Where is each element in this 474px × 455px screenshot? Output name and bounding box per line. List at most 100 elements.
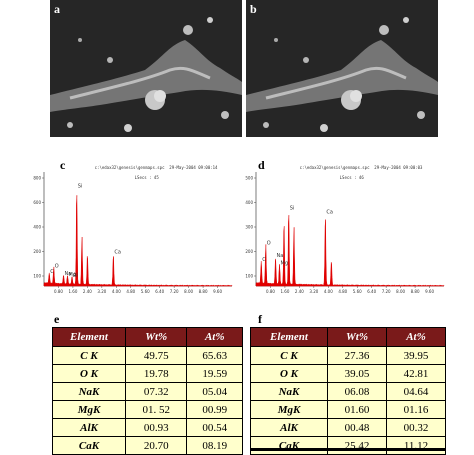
wt-cell: 20.70	[124, 436, 188, 455]
eds-spectrum-d: c:\edax32\genesis\genmaps.spc 29-May-200…	[242, 158, 452, 298]
element-cell: CaK	[250, 436, 328, 455]
at-cell: 00.32	[386, 418, 446, 437]
element-cell: NaK	[250, 382, 328, 401]
x-tick-label: 4.00	[112, 289, 121, 294]
peak-label: C	[262, 257, 266, 263]
element-cell: AlK	[52, 418, 126, 437]
x-tick-label: 9.60	[425, 289, 434, 294]
at-cell: 04.64	[386, 382, 446, 401]
x-tick-label: 3.20	[97, 289, 106, 294]
column-header-element: Element	[52, 327, 126, 347]
panel-label-c: c	[60, 158, 66, 172]
spectrum-plot-d: 500 400 300 200 100 0.80 1.60 2.40 3.20 4.00 4.80 5…	[245, 172, 445, 294]
spectrum-header-line2-d: LSecs : 46	[339, 175, 364, 180]
spectrum-header-c: c:\edax32\genesis\genmaps.spc 29-May-200…	[85, 160, 218, 185]
sem-micrograph-b	[246, 0, 438, 137]
at-cell: 01.16	[386, 400, 446, 419]
x-tick-label: 0.80	[54, 289, 63, 294]
y-tick-label: 100	[245, 274, 253, 279]
wt-cell: 27.36	[327, 346, 387, 365]
spectrum-header-line1-c: c:\edax32\genesis\genmaps.spc 29-May-200…	[94, 165, 218, 170]
spectrum-header-d: c:\edax32\genesis\genmaps.spc 29-May-200…	[290, 160, 423, 185]
wt-cell: 39.05	[327, 364, 387, 383]
table-header-row: Element Wt% At%	[52, 327, 243, 347]
x-tick-label: 7.20	[382, 289, 391, 294]
x-tick-label: 4.80	[126, 289, 135, 294]
at-cell: 39.95	[386, 346, 446, 365]
element-cell: NaK	[52, 382, 126, 401]
eds-spectrum-c: c:\edax32\genesis\genmaps.spc 29-May-200…	[30, 158, 240, 298]
element-cell: AlK	[250, 418, 328, 437]
column-header-wt: Wt%	[327, 327, 387, 347]
y-tick-label: 400	[33, 225, 41, 230]
peak-label: Mg	[281, 260, 289, 266]
table-bottom-rule	[250, 448, 446, 451]
y-tick-label: 200	[33, 249, 41, 254]
table-row: AlK 00.93 00.54	[52, 418, 243, 437]
sem-image-b: b	[246, 0, 438, 137]
table-row: NaK 06.08 04.64	[250, 382, 446, 401]
wt-cell: 25.42	[327, 436, 387, 455]
y-tick-label: 400	[245, 200, 253, 205]
table-row: MgK 01.60 01.16	[250, 400, 446, 419]
peak-label: Ca	[326, 210, 333, 216]
spectrum-trace	[255, 215, 445, 287]
x-tick-label: 8.80	[199, 289, 208, 294]
element-cell: C K	[52, 346, 126, 365]
at-cell: 65.63	[186, 346, 243, 365]
spectrum-plot-c: 800 600 400 200 100 0.80 1.60 2.40 3.20 4.00 4.80 5…	[33, 172, 233, 294]
spectrum-header-line1-d: c:\edax32\genesis\genmaps.spc 29-May-200…	[299, 165, 423, 170]
spectrum-header-line2-c: LSecs : 45	[134, 175, 159, 180]
peak-label: Na	[65, 271, 72, 277]
panel-label-b: b	[250, 2, 257, 16]
x-tick-label: 2.40	[83, 289, 92, 294]
x-tick-label: 0.80	[266, 289, 275, 294]
y-tick-label: 600	[33, 200, 41, 205]
peak-label: Ca	[114, 250, 121, 256]
at-cell: 00.54	[186, 418, 243, 437]
x-tick-label: 7.20	[170, 289, 179, 294]
table-row: AlK 00.48 00.32	[250, 418, 446, 437]
y-tick-label: 200	[245, 249, 253, 254]
table-row: O K 19.78 19.59	[52, 364, 243, 383]
wt-cell: 06.08	[327, 382, 387, 401]
element-cell: MgK	[52, 400, 126, 419]
at-cell: 05.04	[186, 382, 243, 401]
element-cell: CaK	[52, 436, 126, 455]
sem-image-a: a	[50, 0, 242, 137]
x-tick-label: 8.00	[396, 289, 405, 294]
peak-label: O	[267, 241, 271, 247]
wt-cell: 19.78	[124, 364, 188, 383]
table-row: CaK 25.42 11.12	[250, 436, 446, 455]
y-tick-label: 500	[245, 176, 253, 181]
peak-label: C	[50, 269, 54, 275]
x-tick-label: 4.00	[324, 289, 333, 294]
panel-label-d: d	[258, 158, 265, 172]
table-row: CaK 20.70 08.19	[52, 436, 243, 455]
column-header-wt: Wt%	[124, 327, 188, 347]
wt-cell: 01. 52	[124, 400, 188, 419]
y-tick-label: 800	[33, 176, 41, 181]
x-tick-label: 1.60	[68, 289, 77, 294]
wt-cell: 00.93	[124, 418, 188, 437]
peak-label: Na	[277, 253, 284, 259]
x-tick-label: 4.80	[338, 289, 347, 294]
column-header-element: Element	[250, 327, 328, 347]
x-tick-label: 1.60	[280, 289, 289, 294]
table-row: NaK 07.32 05.04	[52, 382, 243, 401]
table-row: C K 27.36 39.95	[250, 346, 446, 365]
peak-label: Si	[78, 184, 83, 190]
spectrum-trace	[43, 195, 233, 287]
x-tick-label: 5.60	[353, 289, 362, 294]
table-row: MgK 01. 52 00.99	[52, 400, 243, 419]
at-cell: 19.59	[186, 364, 243, 383]
x-tick-label: 6.40	[367, 289, 376, 294]
x-tick-label: 8.00	[184, 289, 193, 294]
panel-label-a: a	[54, 2, 60, 16]
at-cell: 11.12	[386, 436, 446, 455]
table-header-row: Element Wt% At%	[250, 327, 446, 347]
panel-label-e: e	[54, 312, 60, 326]
x-tick-label: 2.40	[295, 289, 304, 294]
wt-cell: 07.32	[124, 382, 188, 401]
x-tick-label: 6.40	[155, 289, 164, 294]
